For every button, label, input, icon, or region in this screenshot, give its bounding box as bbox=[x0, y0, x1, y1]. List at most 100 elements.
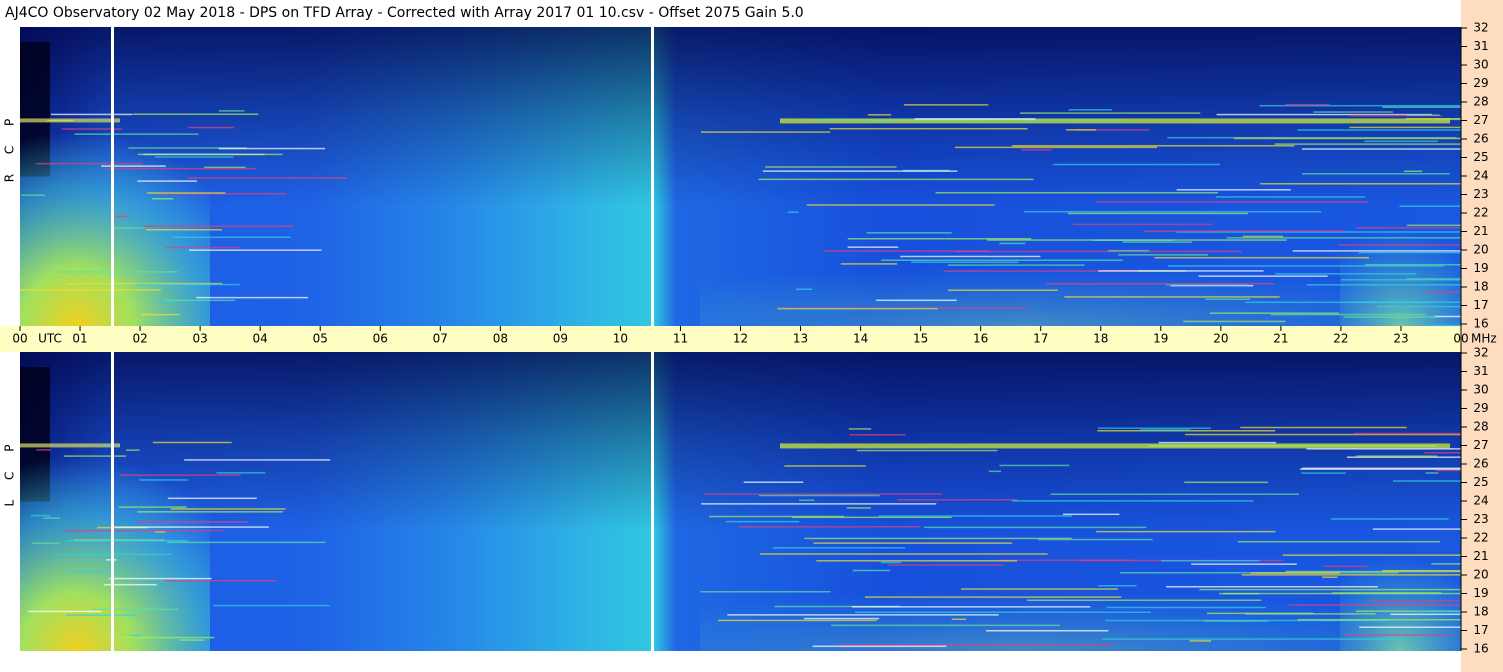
spectrogram-streak bbox=[772, 547, 906, 549]
panel-label: L C P bbox=[3, 437, 17, 507]
spectrogram-streak bbox=[104, 583, 157, 586]
spectrogram-streak bbox=[141, 313, 180, 316]
time-label: 01 bbox=[72, 332, 87, 346]
spectrogram-streak bbox=[1067, 212, 1248, 215]
spectrogram-streak bbox=[65, 529, 224, 532]
spectrogram-streak bbox=[1406, 114, 1440, 116]
spectrogram-streak bbox=[1356, 455, 1438, 457]
spectrogram-streak bbox=[897, 499, 1018, 501]
spectrogram-streak bbox=[1118, 254, 1209, 256]
spectrogram-streak bbox=[1285, 570, 1461, 573]
spectrogram-streak bbox=[1412, 610, 1461, 613]
spectrogram-streak bbox=[1406, 278, 1461, 280]
spectrogram-streak bbox=[128, 147, 247, 149]
spectrogram-streak bbox=[218, 110, 245, 112]
spectrogram-streak bbox=[1434, 315, 1461, 318]
spectrogram-streak bbox=[822, 250, 990, 252]
gap-line bbox=[651, 352, 654, 651]
spectrogram-streak bbox=[1050, 493, 1300, 495]
spectrogram-streak bbox=[1425, 472, 1439, 474]
spectrogram-streak bbox=[61, 128, 122, 130]
spectrogram-streak bbox=[137, 511, 283, 513]
spectrogram-streak bbox=[1108, 249, 1149, 252]
spectrogram-streak bbox=[951, 618, 966, 621]
spectrogram-streak bbox=[1301, 472, 1346, 474]
spectrogram-streak bbox=[848, 428, 872, 430]
spectrogram-streak bbox=[759, 553, 1048, 555]
spectrogram-streak bbox=[900, 255, 1041, 258]
spectrogram-streak bbox=[709, 515, 845, 518]
spectrogram-streak bbox=[1358, 251, 1461, 254]
time-label: 21 bbox=[1273, 332, 1288, 346]
time-label: 10 bbox=[613, 332, 628, 346]
spectrogram-streak bbox=[1165, 284, 1248, 286]
spectrogram-streak bbox=[1076, 129, 1150, 131]
time-label: 07 bbox=[433, 332, 448, 346]
spectrogram-streak bbox=[165, 246, 240, 249]
spectrogram-streak bbox=[765, 166, 897, 168]
spectrogram-streak bbox=[105, 443, 117, 446]
spectrogram-streak bbox=[1199, 588, 1461, 591]
spectrogram-streak bbox=[74, 133, 199, 135]
frequency-label: 21 bbox=[1473, 224, 1488, 238]
spectrogram-streak bbox=[816, 560, 1018, 562]
frequency-label: 24 bbox=[1473, 494, 1488, 508]
spectrogram-streak bbox=[837, 644, 1114, 646]
labels: 32 31 30 29 28 27 26 25 24 23 22 21 20 19 18 17 16 R C P 3… bbox=[3, 21, 1497, 656]
spectrogram-streak bbox=[1144, 230, 1345, 232]
spectrogram-streak bbox=[1349, 126, 1461, 129]
time-label: 08 bbox=[493, 332, 508, 346]
frequency-label: 24 bbox=[1473, 169, 1488, 183]
spectrogram-streak bbox=[137, 153, 283, 156]
time-label: 14 bbox=[853, 332, 868, 346]
spectrogram-streak bbox=[854, 611, 1151, 614]
time-axis-band bbox=[0, 326, 1461, 352]
time-label: 02 bbox=[132, 332, 147, 346]
spectrogram-streak bbox=[1234, 137, 1461, 140]
spectrogram-streak bbox=[988, 470, 1001, 473]
spectrogram-streak bbox=[151, 197, 174, 200]
spectrogram-streak bbox=[948, 289, 1058, 291]
spectrogram-streak bbox=[31, 514, 51, 517]
spectrogram-streak bbox=[1139, 429, 1191, 431]
spectrogram-streak bbox=[700, 131, 831, 133]
spectrogram-streak bbox=[1259, 104, 1461, 107]
spectrogram-streak bbox=[113, 227, 146, 229]
spectrogram-streak bbox=[130, 634, 143, 637]
spectrogram-streak bbox=[784, 465, 866, 467]
spectrogram-streak bbox=[216, 472, 266, 474]
spectrogram-streak bbox=[943, 270, 1181, 272]
spectrogram-streak bbox=[1405, 118, 1461, 120]
spectrogram-streak bbox=[196, 296, 309, 299]
spectrogram-streak bbox=[987, 239, 1287, 241]
spectrogram-streak bbox=[1154, 256, 1369, 259]
spectrogram-streak bbox=[1288, 604, 1461, 606]
frequency-label: 28 bbox=[1473, 95, 1488, 109]
spectrogram-streak bbox=[56, 553, 172, 556]
spectrogram-streak bbox=[1158, 441, 1277, 444]
spectrogram-streak bbox=[1198, 275, 1328, 277]
unit-label: MHz bbox=[1471, 332, 1497, 346]
spectrogram-streak bbox=[961, 588, 1118, 590]
spectrogram-streak bbox=[846, 507, 871, 509]
spectrogram-streak bbox=[880, 561, 901, 564]
spectrogram-streak bbox=[146, 229, 222, 231]
spectrogram-streak bbox=[1343, 634, 1454, 636]
spectrogram-streak bbox=[1189, 640, 1212, 642]
spectrogram-streak bbox=[867, 114, 892, 116]
spectrogram-streak bbox=[213, 604, 330, 607]
spectrogram-streak bbox=[1096, 530, 1276, 533]
frequency-label: 26 bbox=[1473, 457, 1488, 471]
spectrogram-streak bbox=[118, 506, 187, 508]
spectrogram-streak bbox=[1341, 279, 1461, 281]
spectrogram-streak bbox=[35, 162, 143, 165]
spectrogram-streak bbox=[999, 242, 1026, 245]
spectrogram-streak bbox=[1299, 468, 1461, 470]
spectrogram-streak bbox=[66, 540, 188, 542]
frequency-label: 29 bbox=[1473, 401, 1488, 415]
spectrogram-band bbox=[20, 443, 120, 448]
time-label: 18 bbox=[1093, 332, 1108, 346]
time-label: 06 bbox=[373, 332, 388, 346]
spectrogram-glow bbox=[20, 131, 210, 326]
frequency-label: 22 bbox=[1473, 206, 1488, 220]
